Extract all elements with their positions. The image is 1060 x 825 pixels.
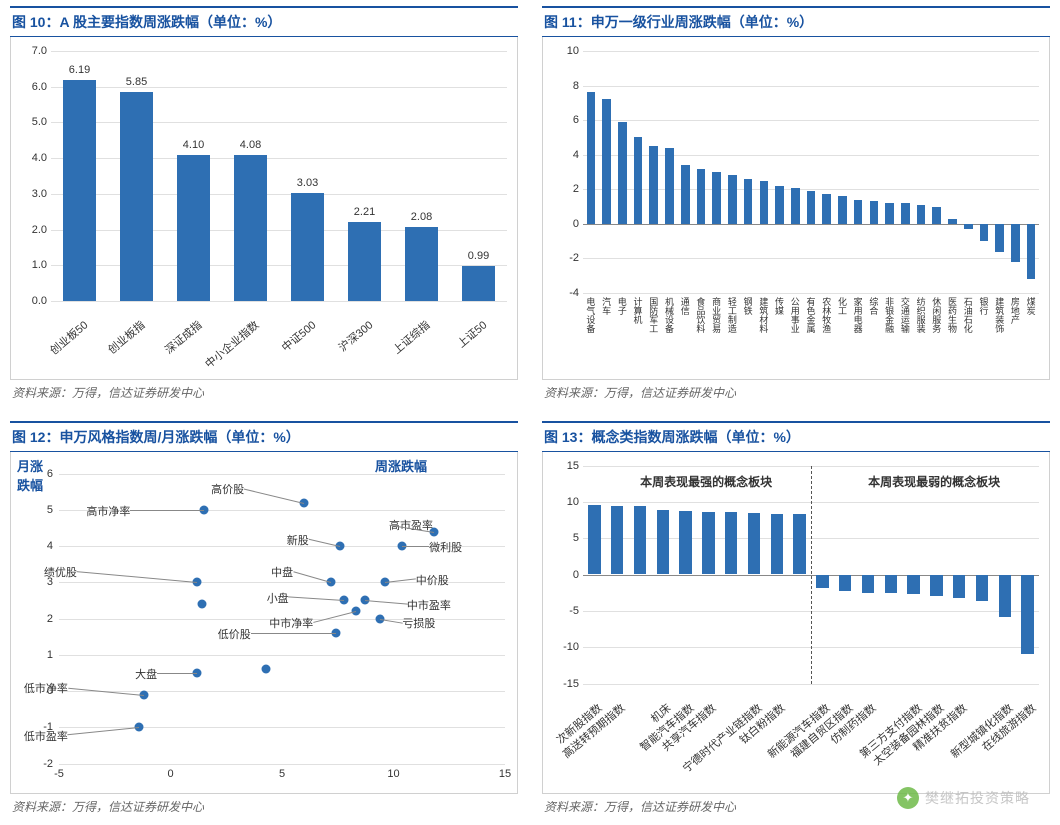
chart-12-title: 图 12：申万风格指数周/月涨跌幅（单位：%）: [10, 421, 518, 452]
chart-13-plot: -15-10-5051015本周表现最强的概念板块本周表现最弱的概念板块次新股指…: [542, 452, 1050, 795]
chart-12-panel: 图 12：申万风格指数周/月涨跌幅（单位：%） -2-10123456-5051…: [10, 421, 518, 816]
chart-11-title: 图 11：申万一级行业周涨跌幅（单位：%）: [542, 6, 1050, 37]
chart-12-source: 资料来源：万得，信达证券研发中心: [10, 794, 518, 815]
chart-11-panel: 图 11：申万一级行业周涨跌幅（单位：%） -4-20246810电气设备汽车电…: [542, 6, 1050, 401]
chart-13-title: 图 13：概念类指数周涨跌幅（单位：%）: [542, 421, 1050, 452]
chart-10-panel: 图 10：A 股主要指数周涨跌幅（单位：%） 0.01.02.03.04.05.…: [10, 6, 518, 401]
chart-10-title: 图 10：A 股主要指数周涨跌幅（单位：%）: [10, 6, 518, 37]
chart-13-source: 资料来源：万得，信达证券研发中心: [542, 794, 1050, 815]
chart-10-source: 资料来源：万得，信达证券研发中心: [10, 380, 518, 401]
chart-11-source: 资料来源：万得，信达证券研发中心: [542, 380, 1050, 401]
chart-10-plot: 0.01.02.03.04.05.06.07.06.195.854.104.08…: [10, 37, 518, 380]
chart-13-panel: 图 13：概念类指数周涨跌幅（单位：%） -15-10-5051015本周表现最…: [542, 421, 1050, 816]
chart-12-plot: -2-10123456-5051015周涨跌幅月涨 跌幅高价股高市净率高市盈率新…: [10, 452, 518, 795]
chart-11-plot: -4-20246810电气设备汽车电子计算机国防军工机械设备通信食品饮料商业贸易…: [542, 37, 1050, 380]
